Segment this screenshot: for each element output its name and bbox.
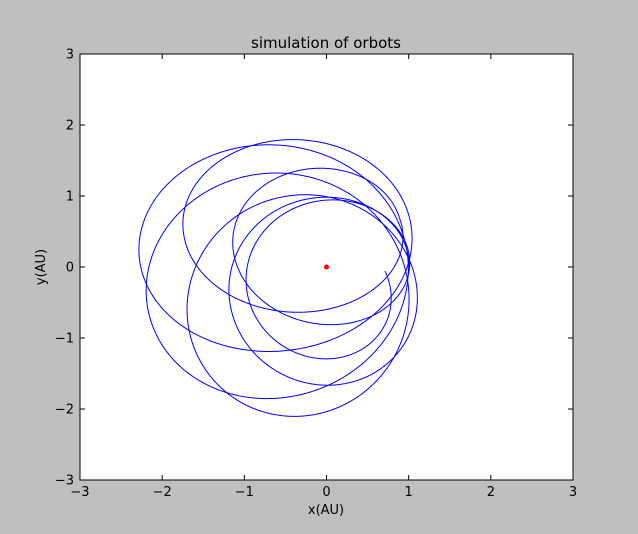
x-tick-label: −2 xyxy=(153,485,172,500)
y-tick-label: 1 xyxy=(66,190,74,205)
tick-layer: −3 −2 −1 0 1 2 3 −3 −2 −1 0 1 2 3 xyxy=(55,48,577,501)
y-tick-label: 2 xyxy=(66,119,74,134)
y-tick-label: −2 xyxy=(55,403,74,418)
x-tick-label: 2 xyxy=(487,485,495,500)
x-tick-label: −3 xyxy=(70,485,89,500)
orbit-path xyxy=(138,139,418,417)
y-axis-label: y(AU) xyxy=(34,249,49,285)
y-tick-label: −1 xyxy=(55,332,74,347)
x-tick-label: 0 xyxy=(322,485,330,500)
x-tick-label: −1 xyxy=(235,485,254,500)
x-tick-label: 3 xyxy=(569,485,577,500)
chart-title: simulation of orbots xyxy=(251,34,401,52)
y-tick-label: −3 xyxy=(55,474,74,489)
central-body-point xyxy=(324,264,329,270)
x-tick-label: 1 xyxy=(405,485,413,500)
y-tick-label: 0 xyxy=(66,261,74,276)
series-layer xyxy=(138,139,418,417)
x-axis-label: x(AU) xyxy=(308,503,344,518)
y-tick-label: 3 xyxy=(66,48,74,63)
